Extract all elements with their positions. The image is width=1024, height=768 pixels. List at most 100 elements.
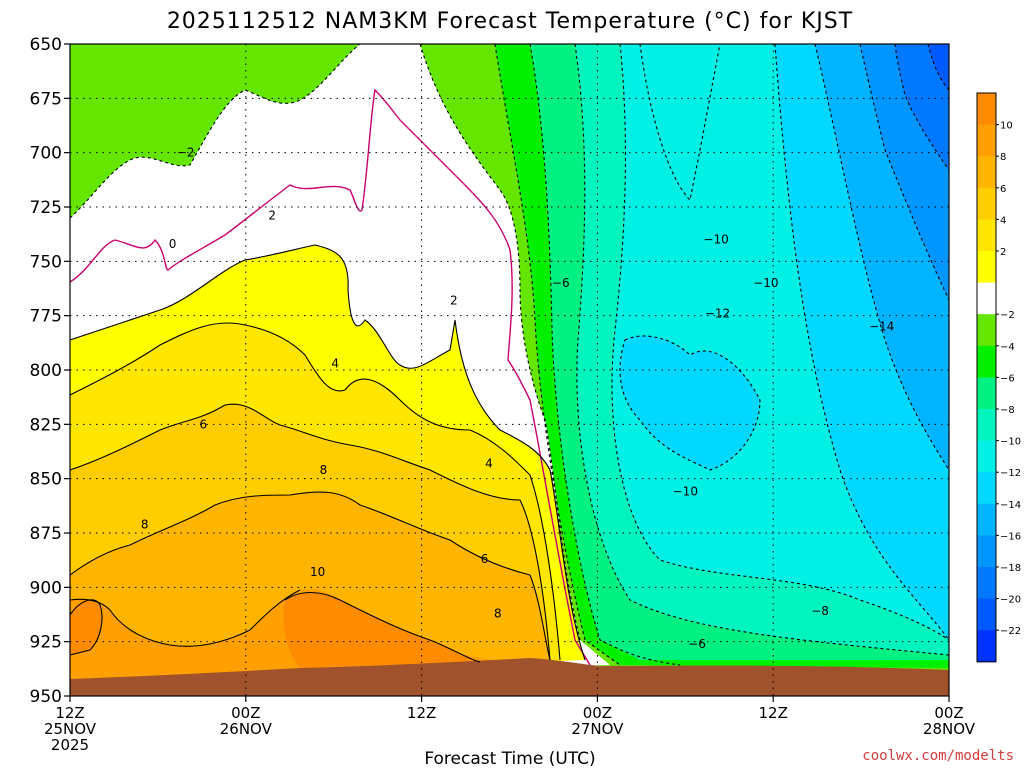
isotherm-minus10 (611, 44, 949, 641)
contour-label-2: 2 (268, 209, 276, 223)
contour-label-10: 8 (494, 606, 502, 620)
isotherm-plus8 (70, 491, 551, 661)
colorbar-bin-14 (977, 535, 996, 568)
contour-label-1: 0 (169, 237, 177, 251)
colorbar-bin-9 (977, 377, 996, 410)
isotherm-minus18 (859, 44, 949, 301)
colorbar-label-3: 4 (1000, 215, 1006, 226)
contour-label-5: 4 (485, 456, 493, 470)
isotherm-minus8 (574, 44, 949, 656)
colorbar-label-9: −10 (1000, 437, 1021, 448)
colorbar-bin-15 (977, 567, 996, 600)
colorbar-label-8: −8 (1000, 405, 1015, 416)
y-tick-label-950: 950 (30, 687, 62, 707)
isotherm-minus4 (494, 44, 621, 666)
colorbar-bin-17 (977, 630, 996, 663)
colorbar-bin-1 (977, 124, 996, 157)
fill-band-cold-22 (928, 44, 949, 90)
contour-label-7: 6 (481, 552, 489, 566)
contour-label-18: −12 (705, 306, 730, 320)
x-tick-date-60: 28NOV (923, 720, 976, 738)
fill-band-plus10-east (283, 592, 480, 668)
isotherm-minus6 (529, 44, 681, 666)
x-tick-label-12: 00Z (231, 704, 260, 722)
y-tick-label-725: 725 (30, 198, 62, 218)
y-tick-label-925: 925 (30, 633, 62, 653)
colorbar-bin-13 (977, 503, 996, 536)
x-tick-date-36: 27NOV (571, 720, 624, 738)
isotherm-plus6 (70, 403, 551, 661)
colorbar-label-14: −20 (1000, 595, 1021, 606)
colorbar-label-1: 8 (1000, 152, 1006, 163)
colorbar-bin-6 (977, 282, 996, 315)
contour-label-layer: −2 0 2 2 4 4 6 6 8 8 8 10 −6 −6 −8 −10 −10 −10 −12 −14 (141, 146, 894, 651)
y-axis: 650 675 700 725 750 775 800 825 850 875 900 925 950 (30, 35, 70, 707)
grid-layer (70, 44, 949, 696)
colorbar-label-6: −4 (1000, 342, 1015, 353)
y-tick-label-875: 875 (30, 524, 62, 544)
y-tick-label-750: 750 (30, 252, 62, 272)
colorbar-bin-16 (977, 598, 996, 631)
contour-label-12: −6 (552, 276, 570, 290)
fill-band-cold-12b (600, 44, 720, 200)
x-tick-date-0: 25NOV (44, 720, 97, 738)
y-tick-label-675: 675 (30, 89, 62, 109)
colorbar-bin-5 (977, 251, 996, 284)
contour-label-16: −10 (753, 276, 778, 290)
y-tick-label-775: 775 (30, 307, 62, 327)
y-tick-label-800: 800 (30, 361, 62, 381)
colorbar-bin-0 (977, 93, 996, 126)
isotherm-plus2 (70, 244, 586, 661)
colorbar-bin-3 (977, 187, 996, 220)
fill-band-plus6 (70, 492, 550, 680)
isotherm-plus10-west (70, 599, 103, 656)
contour-label-6: 6 (199, 417, 207, 431)
isotherm-plus4 (70, 322, 561, 661)
ground-terrain (70, 658, 949, 696)
isotherm-lines-layer (70, 44, 949, 666)
fill-band-cold-14b (620, 335, 760, 470)
contour-label-4: 4 (331, 356, 339, 370)
colorbar-label-10: −12 (1000, 468, 1021, 479)
isotherm-minus2-line (70, 44, 361, 219)
isotherm-minus12-upper (639, 44, 721, 202)
colorbar-bin-2 (977, 156, 996, 189)
contour-label-9: 8 (320, 463, 328, 477)
x-tick-year-0: 2025 (51, 736, 89, 754)
title-group: 2025112512 NAM3KM Forecast Temperature (… (167, 9, 853, 34)
colorbar-bin-10 (977, 409, 996, 442)
y-tick-label-650: 650 (30, 35, 62, 55)
colorbar-bin-11 (977, 440, 996, 473)
colorbar-bin-12 (977, 472, 996, 505)
colorbar: 10 8 6 4 2 −2 −4 −6 −8 −10 −12 −14 −16 −18 −20 −22 (976, 92, 1021, 663)
colorbar-label-12: −16 (1000, 531, 1021, 542)
y-tick-label-700: 700 (30, 144, 62, 164)
x-tick-date-12: 26NOV (220, 720, 273, 738)
isotherm-zero-line (70, 88, 591, 666)
colorbar-label-13: −18 (1000, 563, 1021, 574)
chart-title: 2025112512 NAM3KM Forecast Temperature (… (167, 9, 853, 34)
contour-label-15: −10 (703, 233, 728, 247)
isotherm-plus10 (284, 591, 481, 663)
credit-text: coolwx.com/modelts (862, 748, 1014, 764)
colorbar-label-11: −14 (1000, 500, 1021, 511)
colorbar-bin-7 (977, 314, 996, 347)
x-axis-label: Forecast Time (UTC) (424, 749, 595, 768)
contour-label-8: 8 (141, 517, 149, 531)
x-tick-label-48: 12Z (759, 704, 788, 722)
x-tick-label-36: 00Z (583, 704, 612, 722)
isotherm-plus8-lower (70, 589, 301, 647)
contour-label-11: 10 (310, 565, 325, 579)
contour-label-17: −10 (673, 485, 698, 499)
contour-label-19: −14 (869, 320, 894, 334)
fill-band-cold-20 (895, 44, 949, 170)
colorbar-label-2: 6 (1000, 184, 1006, 195)
temperature-fill-layer (70, 44, 949, 696)
y-tick-label-850: 850 (30, 470, 62, 490)
contour-label-0: −2 (177, 146, 195, 160)
isotherm-minus16 (814, 44, 949, 471)
x-tick-label-60: 00Z (934, 704, 963, 722)
colorbar-label-7: −6 (1000, 373, 1015, 384)
colorbar-label-0: 10 (1000, 121, 1013, 132)
